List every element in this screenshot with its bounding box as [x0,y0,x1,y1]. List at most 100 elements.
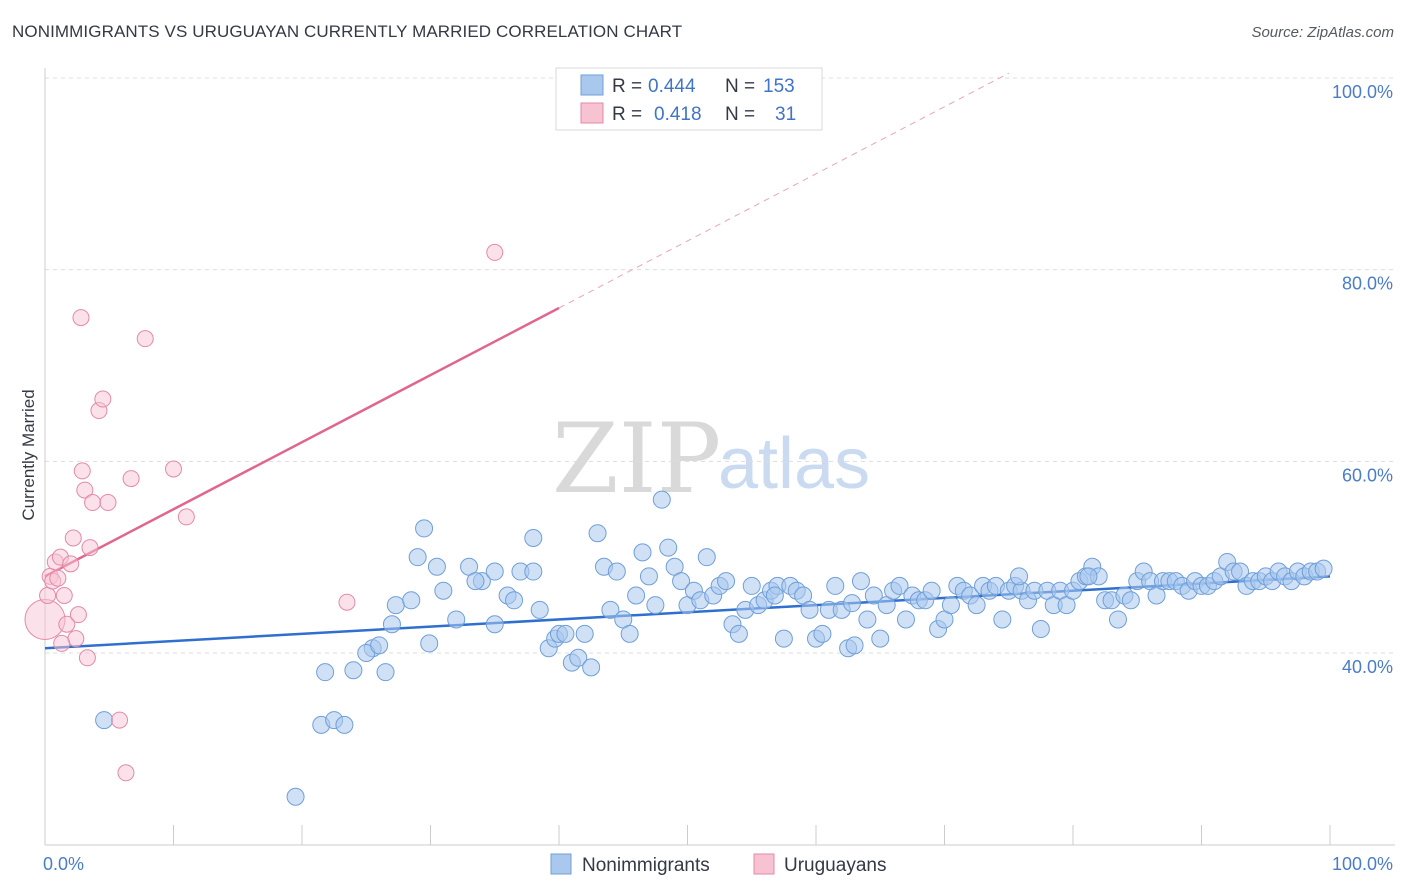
legend-r-value-1: 0.444 [648,76,696,97]
point-nonimmigrants-37 [588,524,607,543]
point-uruguayans-14 [76,481,94,499]
point-nonimmigrants-89 [922,581,941,600]
tick-labels: 40.0% 60.0% 80.0% 100.0% 0.0% 100.0% [43,82,1393,874]
point-nonimmigrants-118 [1108,610,1127,629]
legend-n-label-2: N = [725,104,755,125]
point-uruguayans-8 [58,615,76,633]
point-nonimmigrants-155 [842,594,861,613]
trend-lines [44,72,1331,650]
point-uruguayans-23 [122,470,140,488]
watermark: ZIP atlas [552,403,870,515]
legend-n-label-1: N = [725,76,755,97]
point-nonimmigrants-92 [941,596,960,615]
point-uruguayans-30 [53,634,71,652]
series-swatch-uruguayans [753,853,775,875]
point-nonimmigrants-153 [1079,567,1098,586]
point-nonimmigrants-34 [569,648,588,667]
legend-n-value-1: 153 [763,76,795,97]
point-nonimmigrants-43 [627,586,646,605]
point-nonimmigrants-26 [524,562,543,581]
point-nonimmigrants-84 [890,576,909,595]
data-points [24,243,1333,806]
series-swatch-nonimmigrants [550,853,572,875]
point-nonimmigrants-13 [402,591,421,610]
axes [44,68,1395,846]
point-uruguayans-25 [165,460,182,478]
point-nonimmigrants-35 [575,624,594,643]
point-nonimmigrants-61 [742,576,761,595]
point-nonimmigrants-10 [370,636,389,655]
point-nonimmigrants-39 [601,600,620,619]
point-nonimmigrants-5 [316,663,335,682]
legend-r-value-2: 0.418 [654,104,702,125]
point-nonimmigrants-7 [376,663,395,682]
point-uruguayans-22 [117,764,135,782]
legend-r-label-2: R = [612,104,642,125]
y-tick-label-60: 60.0% [1342,465,1393,485]
point-nonimmigrants-106 [1031,620,1050,639]
point-nonimmigrants-72 [813,624,832,643]
point-nonimmigrants-36 [582,658,601,677]
point-nonimmigrants-77 [845,636,864,655]
point-nonimmigrants-17 [434,581,453,600]
point-nonimmigrants-48 [659,538,678,557]
point-nonimmigrants-14 [408,548,427,567]
point-uruguayans-12 [69,606,87,624]
x-tick-label-100: 100.0% [1332,854,1393,874]
point-uruguayans-28 [486,243,504,261]
point-nonimmigrants-70 [800,600,819,619]
point-nonimmigrants-66 [774,629,793,648]
point-nonimmigrants-6 [344,661,363,680]
point-nonimmigrants-74 [826,576,845,595]
legend-swatch-pink [580,102,604,124]
point-uruguayans-15 [78,649,96,667]
point-nonimmigrants-80 [864,586,883,605]
point-nonimmigrants-151 [1010,567,1029,586]
point-uruguayans-21 [111,711,129,729]
trend-line-uruguayans [44,306,560,578]
point-nonimmigrants-120 [1121,591,1140,610]
point-nonimmigrants-1 [286,787,305,806]
point-nonimmigrants-100 [993,610,1012,629]
y-axis-label: Currently Married [19,389,38,520]
series-label-uruguayans: Uruguayans [784,855,886,876]
point-nonimmigrants-22 [485,615,504,634]
point-nonimmigrants-16 [427,557,446,576]
point-nonimmigrants-79 [858,610,877,629]
point-nonimmigrants-45 [639,567,658,586]
point-nonimmigrants-57 [717,572,736,591]
point-uruguayans-20 [99,494,117,512]
point-uruguayans-13 [73,462,91,480]
point-uruguayans-29 [72,309,90,327]
point-uruguayans-26 [177,508,195,526]
point-nonimmigrants-24 [505,591,524,610]
point-uruguayans-17 [84,494,102,512]
point-nonimmigrants-28 [530,600,549,619]
chart-title: NONIMMIGRANTS VS URUGUAYAN CURRENTLY MAR… [12,22,683,41]
point-nonimmigrants-59 [729,624,748,643]
point-nonimmigrants-47 [652,490,671,509]
series-label-nonimmigrants: Nonimmigrants [582,855,710,876]
x-tick-label-0: 0.0% [43,854,84,874]
y-tick-label-100: 100.0% [1332,82,1393,102]
y-tick-label-80: 80.0% [1342,274,1393,294]
grid [45,77,1395,654]
point-uruguayans-5 [49,569,67,587]
point-nonimmigrants-154 [420,634,439,653]
y-tick-label-40: 40.0% [1342,657,1393,677]
watermark-zip: ZIP [552,403,721,515]
point-nonimmigrants-50 [672,572,691,591]
point-uruguayans-0 [24,598,66,640]
legend-r-label-1: R = [612,76,642,97]
point-nonimmigrants-0 [95,711,114,730]
point-nonimmigrants-18 [447,610,466,629]
point-nonimmigrants-15 [415,519,434,538]
point-uruguayans-1 [39,587,57,604]
point-nonimmigrants-152 [466,572,485,591]
point-nonimmigrants-4 [335,715,354,734]
point-nonimmigrants-42 [620,624,639,643]
point-nonimmigrants-12 [386,596,405,615]
legend-swatch-blue [580,74,604,96]
point-nonimmigrants-21 [485,562,504,581]
